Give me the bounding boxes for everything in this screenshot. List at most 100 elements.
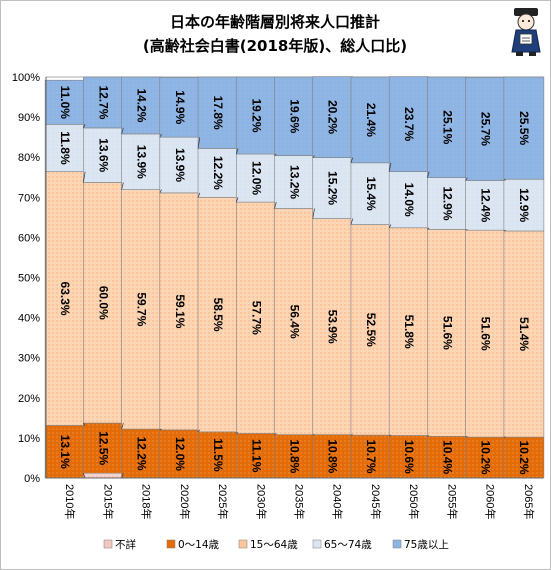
bar-age-75-plus	[197, 76, 239, 149]
data-label-age-75-plus: 14.2%	[135, 88, 149, 122]
data-label-age-15-64: 59.7%	[135, 292, 149, 326]
y-tick-label: 10%	[18, 433, 40, 445]
axes	[45, 77, 543, 479]
data-label-age-75-plus: 20.2%	[326, 100, 340, 134]
connector-line	[197, 429, 201, 433]
connector-line	[274, 153, 277, 156]
legend-swatch-age-65-74	[312, 539, 322, 549]
data-label-age-0-14: 12.0%	[173, 437, 187, 471]
bar-age-75-plus	[388, 76, 430, 172]
data-label-age-15-64: 60.0%	[96, 286, 110, 320]
bar-age-65-74	[121, 133, 162, 190]
connector-line	[388, 224, 392, 228]
data-label-age-75-plus: 11.0%	[58, 86, 72, 120]
bar-age-65-74	[465, 180, 506, 231]
bar-age-15-64	[312, 218, 354, 435]
bar-age-65-74	[235, 153, 277, 203]
bar-age-0-14	[159, 429, 201, 479]
connector-line	[427, 171, 430, 178]
data-label-age-15-64: 51.6%	[479, 317, 493, 351]
connector-line	[312, 155, 315, 158]
connector-line	[503, 178, 506, 181]
data-label-age-15-64: 51.6%	[440, 316, 454, 350]
data-label-age-0-14: 10.2%	[517, 441, 531, 475]
data-label-age-15-64: 52.5%	[364, 313, 378, 347]
data-label-age-15-64: 59.1%	[173, 294, 187, 328]
data-label-age-65-74: 13.9%	[135, 145, 149, 179]
data-label-age-65-74: 13.6%	[96, 138, 110, 172]
y-tick-label: 20%	[18, 393, 40, 405]
bar-age-15-64	[503, 230, 545, 438]
x-tick-label: 2065年	[522, 484, 536, 519]
bar-age-65-74	[427, 177, 468, 230]
data-label-age-65-74: 15.2%	[326, 171, 340, 205]
legend-label-age-15-64: 15〜64歳	[250, 539, 298, 551]
bar-age-65-74	[197, 148, 239, 198]
data-label-age-15-64: 51.8%	[402, 315, 416, 349]
data-label-age-75-plus: 19.2%	[249, 98, 263, 132]
data-label-age-75-plus: 17.8%	[211, 96, 225, 130]
bar-age-15-64	[121, 189, 162, 430]
data-label-age-0-14: 10.2%	[479, 441, 493, 475]
bar-age-75-plus	[121, 76, 162, 135]
bar-age-15-64	[388, 227, 430, 436]
data-label-age-65-74: 12.0%	[249, 161, 263, 195]
data-labels: 13.1% 63.3% 11.8% 11.0% 12.5% 60.0% 13.6% 12.7%…	[58, 85, 531, 474]
legend: 不詳 0〜14歳 15〜64歳 65〜74歳 75歳以上	[103, 538, 449, 551]
data-label-age-0-14: 10.4%	[440, 440, 454, 474]
connector-line	[197, 137, 201, 149]
bar-age-75-plus	[44, 79, 86, 125]
connector-line	[82, 473, 86, 479]
bar-age-15-64	[235, 201, 277, 434]
y-tick-label: 0%	[24, 473, 40, 485]
x-tick-label: 2060年	[484, 484, 498, 519]
connector-line	[274, 433, 277, 436]
data-label-age-0-14: 11.5%	[211, 438, 225, 472]
data-label-age-15-64: 63.3%	[58, 282, 72, 316]
legend-label-unknown: 不詳	[115, 538, 136, 551]
y-tick-label: 90%	[18, 112, 40, 124]
data-label-age-15-64: 51.4%	[517, 317, 531, 351]
chart-subtitle: (高齢社会白書(2018年版)、総人口比)	[143, 37, 407, 55]
data-label-age-65-74: 12.2%	[211, 156, 225, 190]
bar-age-75-plus	[235, 76, 277, 155]
data-label-age-75-plus: 21.4%	[364, 103, 378, 137]
bar-age-0-14	[274, 434, 315, 479]
bar-age-65-74	[350, 162, 392, 225]
x-tick-label: 2025年	[216, 484, 230, 519]
connector-line	[235, 148, 239, 155]
data-label-age-75-plus: 12.7%	[96, 85, 110, 119]
bar-age-65-74	[503, 178, 545, 232]
data-label-age-65-74: 12.9%	[517, 188, 531, 222]
y-tick-label: 30%	[18, 353, 40, 365]
data-label-age-0-14: 10.7%	[364, 440, 378, 474]
bar-age-75-plus	[83, 76, 124, 129]
connector-line	[465, 177, 468, 181]
data-label-age-65-74: 14.0%	[402, 183, 416, 217]
x-tick-label: 2015年	[101, 484, 115, 519]
bar-age-75-plus	[312, 76, 354, 158]
y-tick-label: 40%	[18, 313, 40, 325]
bar-age-75-plus	[159, 77, 201, 138]
data-label-age-65-74: 13.9%	[173, 148, 187, 182]
bar-age-75-plus	[465, 77, 506, 181]
bar-age-65-74	[159, 136, 201, 194]
y-tick-label: 50%	[18, 273, 40, 285]
legend-label-age-0-14: 0〜14歳	[178, 539, 220, 551]
connector-line	[274, 202, 277, 209]
x-tick-label: 2035年	[293, 484, 307, 519]
connector-line	[465, 229, 468, 231]
legend-swatch-age-75-plus	[392, 539, 402, 549]
data-label-age-0-14: 13.1%	[58, 435, 72, 469]
chart-title: 日本の年齢階層別将来人口推計	[170, 13, 380, 31]
connector-line	[159, 428, 162, 431]
bar-age-75-plus	[427, 76, 468, 178]
connector-line	[503, 229, 506, 232]
connector-line	[159, 189, 162, 194]
bar-age-0-14	[83, 422, 124, 474]
legend-label-age-75-plus: 75歳以上	[404, 539, 449, 551]
connector-line	[388, 162, 392, 172]
data-label-age-75-plus: 25.7%	[479, 112, 493, 146]
legend-label-age-65-74: 65〜74歳	[324, 539, 372, 551]
data-label-age-0-14: 12.2%	[135, 437, 149, 471]
